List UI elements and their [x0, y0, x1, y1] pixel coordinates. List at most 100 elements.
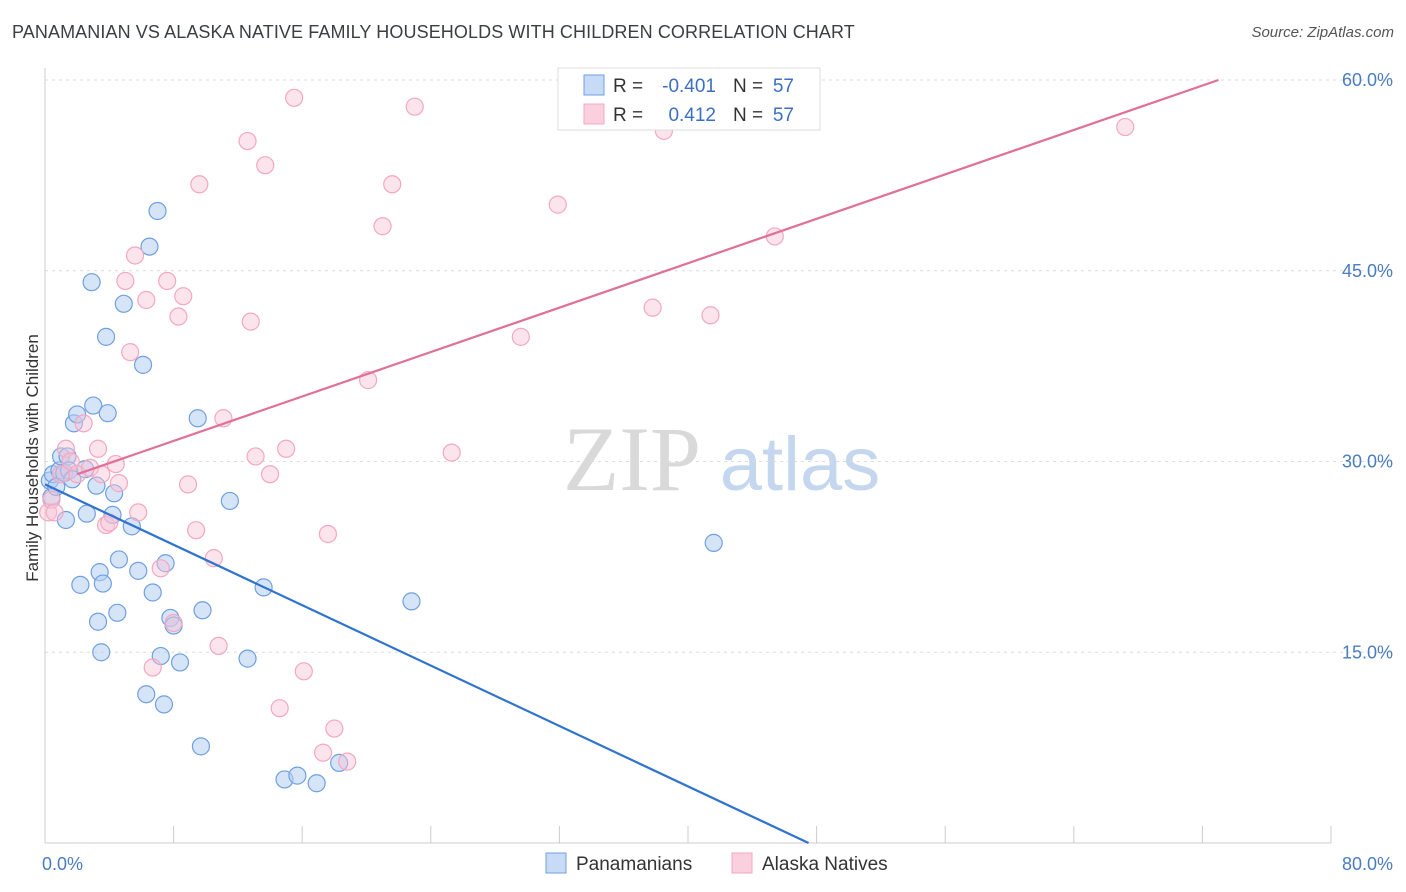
point-panamanians [92, 643, 111, 662]
trend-line-panamanians [44, 483, 810, 844]
stats-n-value-1: 57 [773, 76, 794, 97]
point-alaska-natives [45, 503, 64, 522]
legend-label-alaska-natives: Alaska Natives [762, 854, 888, 875]
point-panamanians [148, 201, 167, 221]
point-alaska-natives [318, 524, 338, 544]
stats-n-label-1: N = [733, 76, 763, 97]
point-alaska-natives [143, 658, 162, 677]
stats-n-label-2: N = [733, 105, 763, 126]
x-tick-label-max: 80.0% [1342, 854, 1393, 874]
point-alaska-natives [74, 414, 93, 433]
point-alaska-natives [238, 131, 257, 151]
point-panamanians [82, 273, 101, 292]
stats-r-value-2: 0.412 [668, 105, 716, 126]
trend-line-alaska-natives [76, 78, 1219, 476]
point-panamanians [220, 491, 239, 511]
x-tick-label-min: 0.0% [42, 854, 83, 874]
point-panamanians [156, 554, 175, 573]
point-panamanians [87, 476, 106, 495]
point-alaska-natives [121, 343, 140, 362]
point-alaska-natives [285, 88, 304, 107]
point-alaska-natives [190, 175, 209, 194]
point-panamanians [191, 737, 211, 756]
data-points [39, 88, 1135, 793]
point-panamanians [238, 649, 257, 668]
point-alaska-natives [174, 287, 193, 306]
point-panamanians [109, 550, 129, 569]
point-alaska-natives [643, 298, 662, 317]
point-alaska-natives [270, 699, 289, 718]
legend-label-panamanians: Panamanians [576, 854, 692, 875]
point-panamanians [402, 592, 421, 611]
point-alaska-natives [164, 613, 183, 633]
point-alaska-natives [383, 175, 402, 194]
stats-r-label-2: R = [613, 105, 643, 126]
stats-legend: R = -0.401 N = 57 R = 0.412 N = 57 [557, 67, 821, 131]
watermark: ZIP atlas [563, 408, 880, 510]
stats-legend-swatch-alaska-natives [583, 103, 605, 125]
point-alaska-natives [442, 443, 461, 462]
point-alaska-natives [151, 559, 170, 578]
point-alaska-natives [129, 503, 148, 522]
legend-swatch-panamanians [545, 852, 567, 874]
gridlines: 15.0% 30.0% 45.0% 60.0% [45, 70, 1393, 662]
point-panamanians [154, 695, 174, 714]
series-legend: Panamanians Alaska Natives [545, 852, 888, 875]
point-alaska-natives [405, 97, 424, 116]
point-panamanians [98, 404, 117, 423]
point-panamanians [96, 327, 116, 346]
point-alaska-natives [260, 465, 280, 484]
y-tick-label: 45.0% [1342, 261, 1393, 281]
point-panamanians [108, 603, 127, 622]
point-panamanians [193, 601, 212, 620]
point-alaska-natives [1116, 117, 1135, 137]
point-alaska-natives [246, 447, 265, 466]
watermark-atlas: atlas [720, 422, 881, 507]
point-alaska-natives [548, 195, 567, 214]
point-panamanians [307, 774, 326, 793]
point-alaska-natives [51, 465, 71, 484]
point-panamanians [63, 470, 82, 489]
point-alaska-natives [178, 475, 198, 494]
point-alaska-natives [256, 156, 275, 175]
chart-title: PANAMANIAN VS ALASKA NATIVE FAMILY HOUSE… [12, 22, 855, 42]
point-alaska-natives [88, 439, 108, 458]
point-panamanians [133, 355, 153, 374]
source-label: Source: ZipAtlas.com [1251, 24, 1394, 41]
stats-r-label-1: R = [613, 76, 643, 97]
point-alaska-natives [241, 312, 260, 331]
legend-swatch-alaska-natives [731, 852, 753, 874]
point-alaska-natives [277, 439, 296, 458]
point-alaska-natives [96, 515, 116, 535]
point-alaska-natives [338, 752, 357, 771]
point-panamanians [105, 484, 124, 503]
axes [44, 68, 1332, 844]
point-panamanians [188, 409, 207, 428]
point-panamanians [170, 653, 190, 672]
point-alaska-natives [125, 246, 145, 265]
point-panamanians [84, 396, 103, 415]
point-panamanians [114, 294, 133, 313]
point-panamanians [93, 574, 112, 593]
trend-lines [44, 78, 1219, 844]
point-alaska-natives [294, 662, 313, 681]
y-axis-title: Family Households with Children [23, 334, 42, 582]
point-alaska-natives [209, 636, 228, 655]
point-alaska-natives [169, 307, 188, 326]
point-alaska-natives [137, 290, 156, 310]
point-panamanians [143, 583, 162, 602]
point-panamanians [704, 533, 723, 552]
point-panamanians [68, 405, 87, 424]
point-alaska-natives [116, 271, 135, 291]
point-panamanians [129, 561, 148, 580]
point-alaska-natives [109, 474, 129, 493]
watermark-zip: ZIP [563, 408, 701, 510]
point-alaska-natives [325, 719, 344, 738]
point-panamanians [88, 612, 108, 631]
point-alaska-natives [511, 327, 530, 346]
point-alaska-natives [701, 306, 720, 325]
point-alaska-natives [373, 217, 392, 236]
point-alaska-natives [313, 743, 333, 762]
point-panamanians [137, 685, 156, 704]
